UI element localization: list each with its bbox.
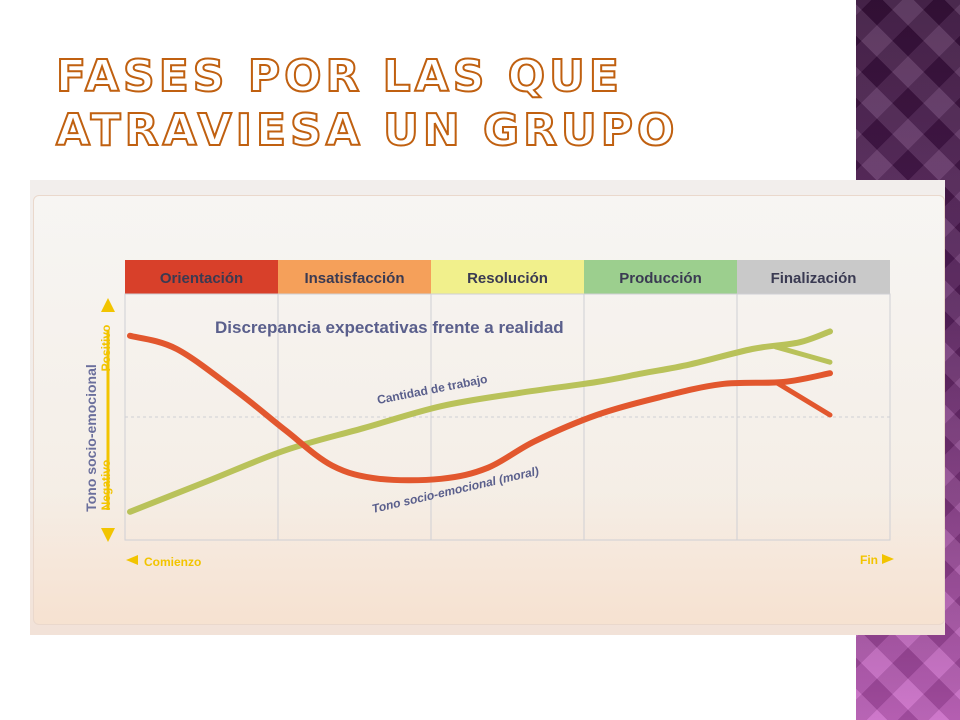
series-branch-1: [773, 379, 833, 418]
chart-grid: [124, 293, 891, 541]
series-line-0: [127, 328, 833, 515]
series-label-moral: Tono socio-emocional (moral): [371, 464, 541, 516]
phase-header: Orientación Insatisfacción Resolución Produ…: [125, 260, 890, 294]
y-axis-label: Tono socio-emocional: [83, 364, 99, 512]
y-axis: Positivo Negativo Tono socio-emocional: [83, 298, 115, 542]
y-axis-down-arrow: [101, 528, 115, 542]
phase-label-4: Finalización: [771, 270, 857, 287]
y-axis-up-arrow: [101, 298, 115, 312]
phases-chart: Orientación Insatisfacción Resolución Produ…: [83, 260, 894, 569]
x-start-arrow: [126, 555, 138, 565]
phase-box-3: [584, 260, 737, 294]
phase-box-1: [278, 260, 431, 294]
phase-box-0: [125, 260, 278, 294]
chart-scan: Orientación Insatisfacción Resolución Produ…: [30, 180, 945, 635]
phase-label-0: Orientación: [160, 270, 243, 287]
phase-label-2: Resolución: [467, 270, 548, 287]
phase-box-4: [737, 260, 890, 294]
series-branch-0: [773, 344, 833, 365]
slide-title: Fases por las que atraviesa un grupo: [55, 50, 679, 157]
x-end-label: Fin: [860, 553, 878, 567]
x-axis: Comienzo Fin: [126, 553, 894, 569]
series-layer: [127, 328, 833, 515]
x-start-label: Comienzo: [144, 555, 201, 569]
series-line-1: [127, 332, 833, 484]
chart-title: Discrepancia expectativas frente a reali…: [215, 318, 564, 337]
y-negative-label: Negativo: [99, 460, 113, 511]
phase-label-3: Producción: [619, 270, 702, 287]
phase-box-2: [431, 260, 584, 294]
x-end-arrow: [882, 554, 894, 564]
y-positive-label: Positivo: [99, 325, 113, 372]
phase-label-1: Insatisfacción: [304, 270, 404, 287]
